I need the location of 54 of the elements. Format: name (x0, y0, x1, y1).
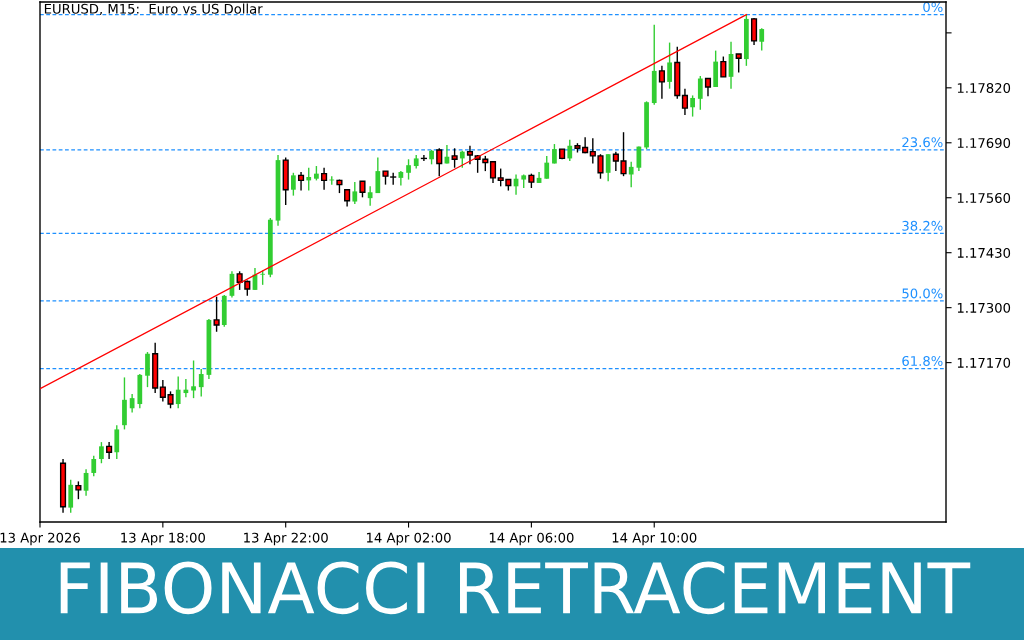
candlestick (352, 181, 358, 205)
y-tick-label: 1.17690 (957, 138, 1011, 148)
y-tick-label: 1.17170 (957, 357, 1011, 368)
candlestick (68, 479, 74, 514)
candlestick (367, 185, 373, 207)
candlestick (667, 41, 672, 90)
candlestick (750, 17, 758, 46)
ref-line-label: 0% (923, 2, 943, 13)
x-tick-label: 14 Apr 06:00 (489, 532, 574, 546)
candlestick (145, 351, 150, 388)
candlestick (720, 55, 727, 78)
candlestick (489, 161, 497, 184)
candlestick (306, 167, 312, 192)
x-tick-label: 13 Apr 18:00 (121, 532, 205, 546)
candlestick (114, 424, 120, 460)
candlestick (628, 161, 634, 188)
candlestick (658, 65, 665, 100)
candlestick (129, 393, 135, 414)
candlestick (321, 167, 328, 191)
text: FIBONACCI RETRACEMENT (60, 561, 971, 615)
y-tick-label: 1.17560 (957, 192, 1011, 203)
candlestick (697, 75, 703, 111)
candlestick (191, 359, 196, 399)
candlestick (544, 155, 550, 180)
x-tick-label: 13 Apr 2026 (0, 532, 80, 546)
x-tick-label: 14 Apr 10:00 (612, 532, 697, 546)
candlestick (91, 454, 97, 478)
ref-line-label: 50.0% (902, 288, 943, 299)
candlestick (198, 368, 204, 398)
x-tick-label: 13 Apr 22:00 (244, 532, 328, 546)
candlestick (297, 171, 305, 192)
candlestick (690, 94, 696, 118)
x-tick-label: 14 Apr 02:00 (366, 532, 451, 546)
candlestick (175, 375, 181, 409)
candlestick (99, 441, 104, 464)
candlestick (406, 158, 411, 181)
candlestick (466, 145, 474, 166)
y-tick-label: 1.17820 (957, 83, 1011, 94)
ref-line-label: 23.6% (902, 137, 943, 148)
candlestick (451, 147, 458, 169)
candlestick (375, 156, 381, 194)
candlestick (735, 53, 742, 74)
candlestick (605, 153, 611, 182)
candlestick (436, 147, 443, 177)
ref-line-label: 38.2% (902, 220, 943, 231)
candlestick (759, 27, 765, 52)
y-tick-label: 1.17300 (957, 302, 1011, 313)
y-tick-label: 1.17430 (957, 247, 1011, 258)
candlestick (567, 139, 573, 162)
candlestick (290, 172, 296, 197)
candlestick (213, 295, 220, 333)
ref-line-label: 61.8% (902, 355, 943, 366)
candlestick (681, 87, 689, 116)
chart-title: EURUSD, M15: Euro vs US Dollar (44, 3, 263, 16)
